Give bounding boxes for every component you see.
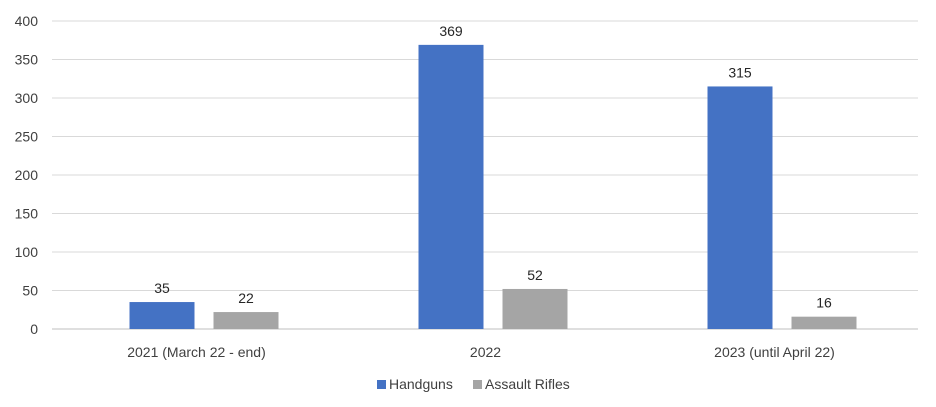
y-tick-label: 0 [30,321,38,337]
legend-label: Handguns [389,376,453,392]
x-tick-label: 2023 (until April 22) [714,344,835,360]
y-tick-label: 400 [15,13,39,29]
data-label: 35 [154,280,170,296]
bar-assault-rifles [502,288,568,329]
data-label: 52 [527,267,543,283]
data-labels: 35 22 369 52 315 16 [154,23,832,311]
bar-handguns [418,44,484,330]
legend-swatch-assault-rifles [473,380,482,389]
y-tick-label: 300 [15,90,39,106]
x-axis-ticks: 2021 (March 22 - end) 2022 2023 (until Apr… [127,344,835,360]
legend-label: Assault Rifles [485,376,570,392]
legend-swatch-handguns [377,380,386,389]
legend: Handguns Assault Rifles [377,376,570,392]
bar-assault-rifles [213,312,279,329]
y-axis-ticks: 0 50 100 150 200 250 300 350 400 [15,13,39,337]
bar-assault-rifles [791,316,857,329]
y-tick-label: 50 [22,283,38,299]
x-tick-label: 2021 (March 22 - end) [127,344,266,360]
bar-handguns [707,86,773,329]
data-label: 369 [439,23,463,39]
y-tick-label: 250 [15,129,39,145]
bar-handguns [129,302,195,329]
bars [129,44,857,330]
y-tick-label: 100 [15,244,39,260]
data-label: 315 [728,64,752,80]
x-tick-label: 2022 [470,344,501,360]
data-label: 16 [816,295,832,311]
y-tick-label: 350 [15,52,39,68]
gridlines [52,20,918,330]
data-label: 22 [238,290,254,306]
y-tick-label: 150 [15,206,39,222]
y-tick-label: 200 [15,167,39,183]
